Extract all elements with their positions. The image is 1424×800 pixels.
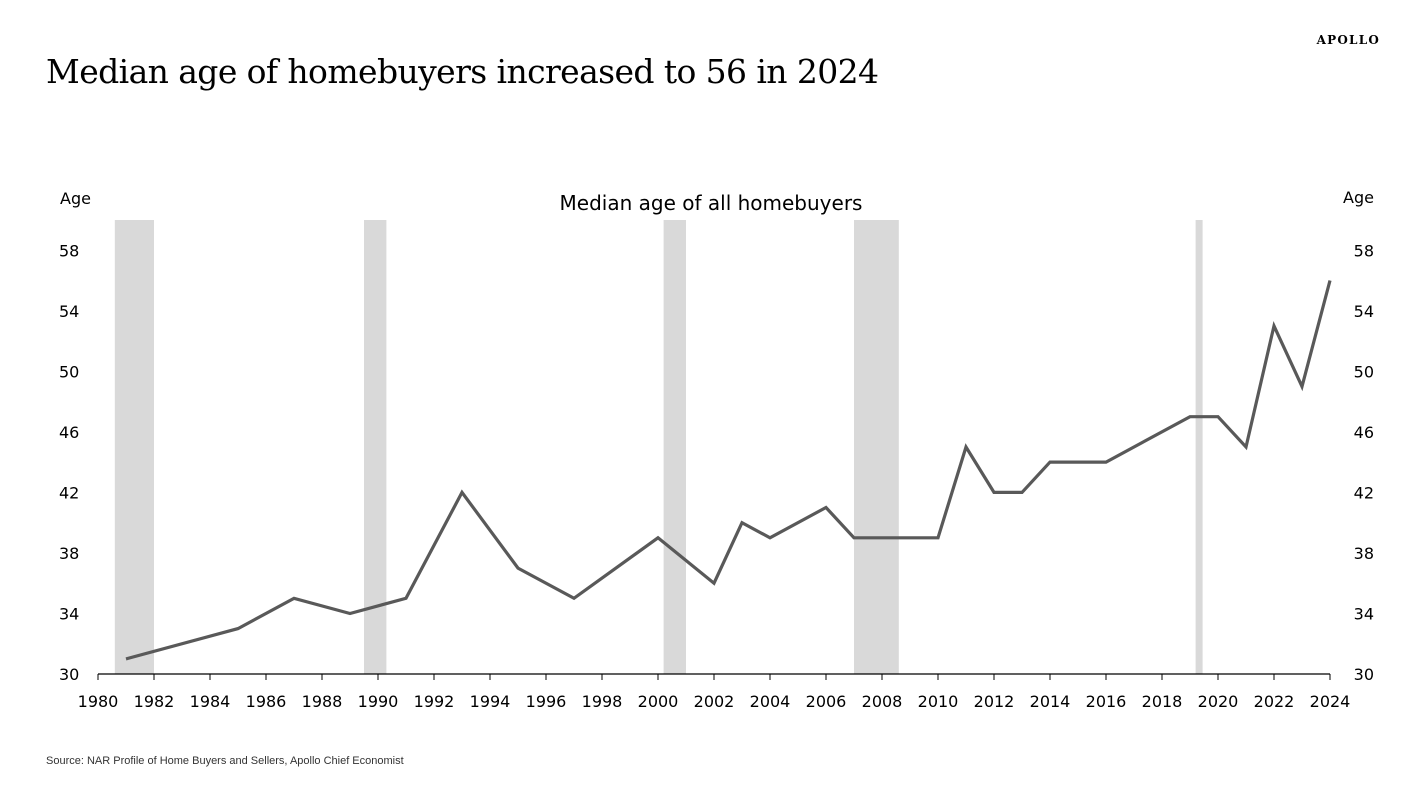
y-tick-label-right-54: 54 [1354,302,1374,321]
y-tick-label-right-34: 34 [1354,604,1374,623]
x-tick-label-2010: 2010 [918,692,959,711]
y-tick-label-right-30: 30 [1354,665,1374,684]
brand-logo: APOLLO [1316,33,1380,47]
y-tick-label-left-30: 30 [59,665,79,684]
x-tick-label-2024: 2024 [1310,692,1351,711]
x-tick-label-2014: 2014 [1030,692,1071,711]
x-tick-label-2016: 2016 [1086,692,1127,711]
y-tick-label-right-58: 58 [1354,241,1374,260]
y-tick-label-left-38: 38 [59,544,79,563]
y-axis-title-right: Age [1343,188,1374,207]
recession-band-2 [663,220,686,674]
x-tick-label-1994: 1994 [470,692,511,711]
series-line-0 [125,280,1332,661]
chart-title: Median age of all homebuyers [560,191,863,215]
y-tick-label-right-50: 50 [1354,362,1374,381]
y-tick-label-left-50: 50 [59,362,79,381]
recession-band-0 [114,220,154,674]
y-tick-label-left-34: 34 [59,604,79,623]
x-tick-label-2012: 2012 [974,692,1015,711]
x-tick-label-1988: 1988 [302,692,343,711]
x-tick-label-2020: 2020 [1198,692,1239,711]
recession-band-1 [364,220,387,674]
page-title: Median age of homebuyers increased to 56… [46,52,879,91]
y-tick-label-left-42: 42 [59,483,79,502]
x-tick-label-2022: 2022 [1254,692,1295,711]
x-tick-label-1984: 1984 [190,692,231,711]
x-tick-label-1990: 1990 [358,692,399,711]
x-tick-label-2004: 2004 [750,692,791,711]
axis-labels: 1980 1982 1984 1986 1988 1990 1992 1994 1996 1998… [59,241,1374,711]
x-tick-label-1998: 1998 [582,692,623,711]
y-tick-label-left-46: 46 [59,423,79,442]
x-tick-label-1980: 1980 [78,692,119,711]
y-tick-label-right-38: 38 [1354,544,1374,563]
recession-band-3 [854,220,899,674]
x-tick-label-2006: 2006 [806,692,847,711]
recession-band-4 [1195,220,1203,674]
axes [97,673,1331,680]
x-tick-label-2008: 2008 [862,692,903,711]
recession-bands [114,220,1203,674]
source-note: Source: NAR Profile of Home Buyers and S… [46,755,404,767]
x-tick-label-1992: 1992 [414,692,455,711]
x-tick-label-2002: 2002 [694,692,735,711]
y-tick-label-right-42: 42 [1354,483,1374,502]
y-tick-label-right-46: 46 [1354,423,1374,442]
x-tick-label-1986: 1986 [246,692,287,711]
y-tick-label-left-54: 54 [59,302,79,321]
y-axis-title-left: Age [60,189,91,208]
x-tick-label-1982: 1982 [134,692,175,711]
y-tick-label-left-58: 58 [59,241,79,260]
x-tick-label-2000: 2000 [638,692,679,711]
x-tick-label-1996: 1996 [526,692,567,711]
series [125,280,1332,661]
x-tick-label-2018: 2018 [1142,692,1183,711]
